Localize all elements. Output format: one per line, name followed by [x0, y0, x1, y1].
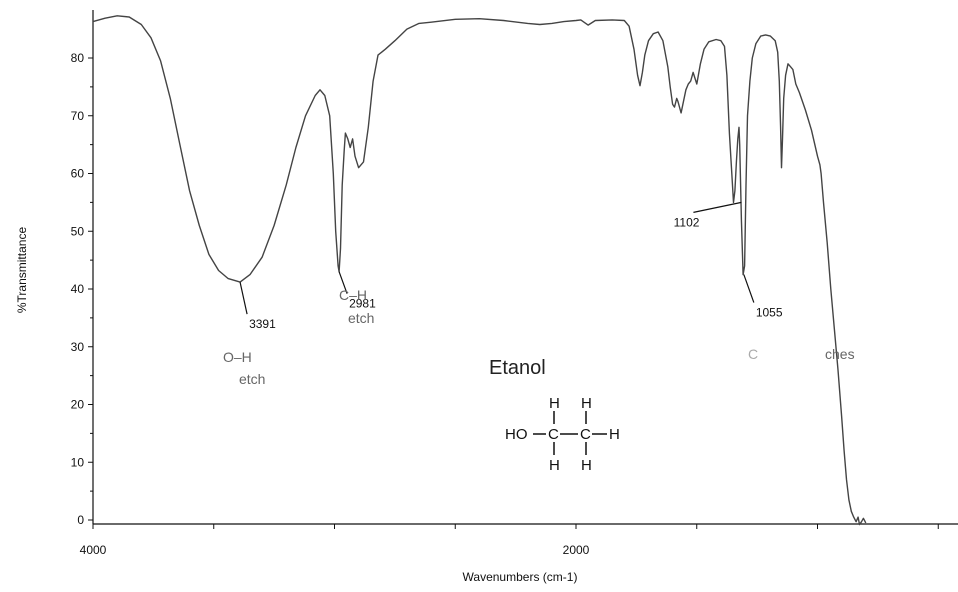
peak-leader-3391: [239, 281, 248, 315]
y-tick-label: 30: [71, 340, 85, 354]
y-tick-label: 0: [77, 513, 84, 527]
peak-annotations: 3391 2981 1102 1055: [239, 201, 783, 331]
y-tick-label: 10: [71, 455, 85, 469]
x-axis-title: Wavenumbers (cm-1): [463, 570, 578, 584]
atom-c1: C: [548, 426, 559, 443]
axes: 0 10 20 30 40 50 60 70 80 4000 2000: [71, 10, 958, 557]
x-tick-label: 2000: [563, 543, 590, 557]
co-note-fragment1: C: [748, 346, 758, 362]
y-tick-label: 20: [71, 398, 85, 412]
atom-h1-bottom: H: [549, 457, 560, 474]
peak-label-3391: 3391: [249, 317, 276, 331]
peak-leader-2981: [338, 271, 348, 294]
atom-h2-bottom: H: [581, 457, 592, 474]
spectrum-line: [92, 15, 867, 526]
y-tick-label: 60: [71, 167, 85, 181]
atom-h-right: H: [609, 426, 620, 443]
peak-leader-1055: [743, 274, 755, 303]
ch-note-line2: etch: [348, 310, 374, 326]
peak-label-2981: 2981: [349, 297, 376, 311]
molecule-title: Etanol: [489, 357, 546, 379]
oh-note-line2: etch: [239, 371, 265, 387]
y-tick-label: 40: [71, 282, 85, 296]
ch-note-line1: C–H: [339, 287, 367, 303]
y-tick-label: 70: [71, 109, 85, 123]
y-tick-label: 80: [71, 51, 85, 65]
atom-ho: HO: [505, 426, 528, 443]
x-tick-label: 4000: [80, 543, 107, 557]
y-tick-label: 50: [71, 224, 85, 238]
peak-label-1055: 1055: [756, 306, 783, 320]
co-note-fragment2: ches: [825, 346, 855, 362]
y-axis-title: %Transmittance: [15, 227, 29, 314]
atom-h2-top: H: [581, 395, 592, 412]
atom-c2: C: [580, 426, 591, 443]
ethanol-structure: Etanol HO C C H H H H H: [489, 357, 620, 474]
peak-label-1102: 1102: [674, 215, 700, 229]
oh-note-line1: O–H: [223, 349, 252, 365]
atom-h1-top: H: [549, 395, 560, 412]
peak-leader-1102: [693, 201, 742, 213]
